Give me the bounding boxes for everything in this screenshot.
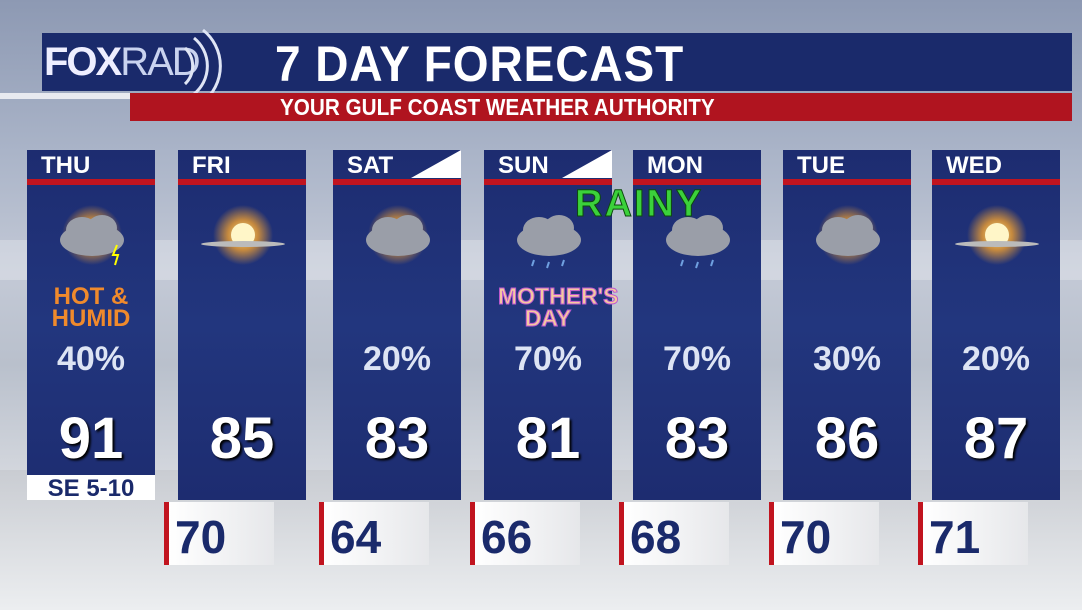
day-panel-fri: FRI 85 [178,150,306,500]
day-label: MON [647,152,703,179]
high-temp: 87 [963,406,1029,471]
header-underline [333,179,461,185]
header-underline [783,179,911,185]
sunny-icon [955,205,1039,265]
rainy-banner: RAINY [574,183,704,226]
rain-chance: 30% [812,340,882,378]
rain-chance: 20% [362,340,432,378]
low-temp: 66 [481,511,533,563]
header-underline [178,179,306,185]
day-panel-mon: MON 70% 83 [633,150,761,500]
header-underline [27,179,155,185]
rain-chance: 70% [513,340,583,378]
low-temp: 68 [630,511,682,563]
subtitle: YOUR GULF COAST WEATHER AUTHORITY [280,94,715,120]
low-temp: 64 [330,511,382,563]
rain-chance: 40% [56,340,126,378]
header-underline [932,179,1060,185]
header-underline [484,179,612,185]
high-temp: 81 [515,406,581,471]
day-panel-tue: TUE 30% 86 [783,150,911,500]
partly-sunny-icon [816,205,880,265]
page-title: 7 DAY FORECAST [275,36,685,92]
wind: SE 5-10 [27,475,155,502]
header-corner [411,150,461,178]
weather-note: HOT & HUMID [51,283,131,332]
day-label: SUN [498,152,549,179]
day-label: FRI [192,152,231,179]
partly-sunny-icon [366,205,430,265]
fox-rad-logo: FOXRAD [44,40,201,85]
sunny-icon [201,205,285,265]
day-panel-wed: WED 20% 87 [932,150,1060,500]
low-temp-box: 70 [164,502,274,565]
logo-rad: RAD [120,40,200,84]
high-temp: 86 [814,406,880,471]
high-temp: 83 [364,406,430,471]
rain-cloud-icon [517,215,581,269]
thunderstorm-partly-sunny-icon [60,205,124,266]
day-panel-sun: SUN MOTHER'S DAY 70% 81 [484,150,619,500]
header-corner [562,150,612,178]
header-underline [633,179,761,185]
day-label: SAT [347,152,394,179]
logo-fox: FOX [44,40,122,84]
high-temp: 85 [209,406,275,471]
low-temp-box: 66 [470,502,580,565]
day-panel-thu: THU HOT & HUMID 40% 91 SE 5-10 [27,150,155,502]
low-temp: 71 [929,511,981,563]
day-panel-sat: SAT 20% 83 [333,150,461,500]
day-label: TUE [797,152,845,179]
low-temp-box: 68 [619,502,729,565]
rain-cloud-icon [666,215,730,269]
weather-note: MOTHER'S DAY [498,283,619,331]
high-temp: 83 [664,406,730,471]
low-temp: 70 [780,511,832,563]
rain-chance: 70% [662,340,732,378]
high-temp: 91 [58,406,124,471]
low-temp-box: 71 [918,502,1028,565]
low-temp-box: 70 [769,502,879,565]
day-label: THU [41,152,91,179]
day-label: WED [946,152,1002,179]
subtitle-bar [130,93,1072,121]
low-temp-box: 64 [319,502,429,565]
divider [0,93,130,99]
low-temp: 70 [175,511,227,563]
rain-chance: 20% [961,340,1031,378]
